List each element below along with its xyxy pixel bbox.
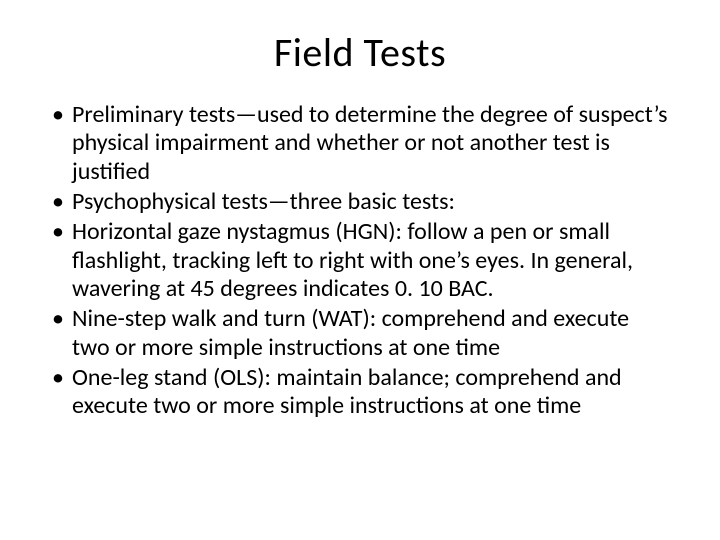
list-item: Preliminary tests—used to determine the …: [48, 101, 672, 186]
list-item: Nine-step walk and turn (WAT): comprehen…: [48, 305, 672, 362]
slide: Field Tests Preliminary tests—used to de…: [0, 0, 720, 540]
bullet-list: Preliminary tests—used to determine the …: [48, 101, 672, 420]
slide-title: Field Tests: [48, 28, 672, 77]
list-item: Psychophysical tests—three basic tests:: [48, 188, 672, 216]
list-item: Horizontal gaze nystagmus (HGN): follow …: [48, 218, 672, 303]
list-item: One-leg stand (OLS): maintain balance; c…: [48, 364, 672, 421]
